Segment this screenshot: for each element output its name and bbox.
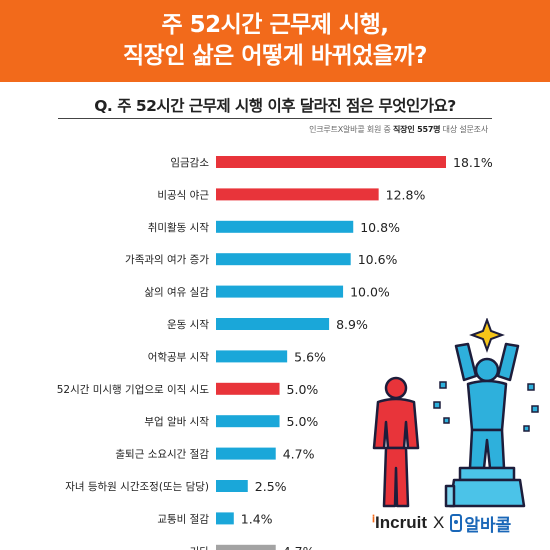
value-label: 4.7% xyxy=(283,544,315,550)
source-suffix: 대상 설문조사 xyxy=(440,125,489,134)
source-sample-size: 직장인 557명 xyxy=(393,125,441,134)
category-label: 운동 시작 xyxy=(167,319,209,331)
value-label: 5.0% xyxy=(287,382,319,397)
category-label: 교통비 절감 xyxy=(157,512,209,525)
office-worker-illustration xyxy=(372,318,539,508)
value-label: 10.8% xyxy=(360,220,400,235)
value-label: 5.6% xyxy=(294,349,326,364)
title-line-2: 직장인 삶은 어떻게 바뀌었을까? xyxy=(123,43,427,69)
phone-icon xyxy=(450,514,463,532)
motion-marks-icon xyxy=(433,381,539,432)
survey-source-note: 인크루트X알바콜 회원 중 직장인 557명 대상 설문조사 xyxy=(309,124,488,135)
survey-question: Q. 주 52시간 근무제 시행 이후 달라진 점은 무엇인가요? xyxy=(94,97,456,115)
value-label: 8.9% xyxy=(336,317,368,332)
value-label: 10.0% xyxy=(350,285,390,300)
albacall-logo-text: 알바콜 xyxy=(464,515,512,536)
source-prefix: 인크루트X알바콜 회원 중 xyxy=(309,125,394,134)
title-banner: 주 52시간 근무제 시행, 직장인 삶은 어떻게 바뀌었을까? xyxy=(0,0,550,82)
brand-logos: ⁱIncruit X 알바콜 xyxy=(372,508,511,538)
category-label: 가족과의 여가 증가 xyxy=(125,254,209,266)
bar xyxy=(216,156,446,168)
incruit-logo-text: Incruit xyxy=(375,513,427,532)
category-label: 비공식 야근 xyxy=(157,188,209,201)
category-label: 부업 알바 시작 xyxy=(144,415,209,428)
bar xyxy=(216,512,234,525)
bar xyxy=(216,188,379,201)
value-label: 5.0% xyxy=(287,414,319,429)
bar xyxy=(216,447,276,460)
value-label: 18.1% xyxy=(453,155,493,170)
bar xyxy=(216,544,276,550)
category-label: 취미활동 시작 xyxy=(148,221,210,234)
category-label: 어학공부 시작 xyxy=(148,351,210,363)
value-label: 12.8% xyxy=(386,187,426,202)
value-label: 4.7% xyxy=(283,447,315,462)
category-label: 자녀 등하원 시간조정(또는 담당) xyxy=(65,480,209,493)
incruit-logo-mark-icon: ⁱ xyxy=(372,513,376,532)
bar xyxy=(216,480,248,492)
albacall-logo: 알바콜 xyxy=(450,511,511,536)
category-label: 삶의 여유 실감 xyxy=(144,287,209,299)
category-label: 임금감소 xyxy=(170,156,209,169)
category-label: 52시간 미시행 기업으로 이직 시도 xyxy=(57,383,210,396)
celebrating-person-icon xyxy=(444,342,526,508)
standing-person-icon xyxy=(372,376,420,508)
category-label: 출퇴근 소요시간 절감 xyxy=(115,448,209,461)
bar xyxy=(216,415,280,428)
value-label: 2.5% xyxy=(255,479,287,494)
value-label: 10.6% xyxy=(358,252,398,267)
bar xyxy=(216,285,344,298)
bar xyxy=(216,382,280,395)
bar xyxy=(216,253,351,266)
title-line-1: 주 52시간 근무제 시행, xyxy=(161,12,389,38)
sparkle-icon xyxy=(469,318,505,353)
question-underline xyxy=(58,118,492,119)
bar xyxy=(216,350,288,363)
logo-separator: X xyxy=(433,513,445,532)
bar xyxy=(216,220,354,233)
category-label: 기타 xyxy=(190,546,210,550)
bar xyxy=(216,318,330,330)
value-label: 1.4% xyxy=(241,511,273,526)
incruit-logo: ⁱIncruit xyxy=(372,513,427,533)
